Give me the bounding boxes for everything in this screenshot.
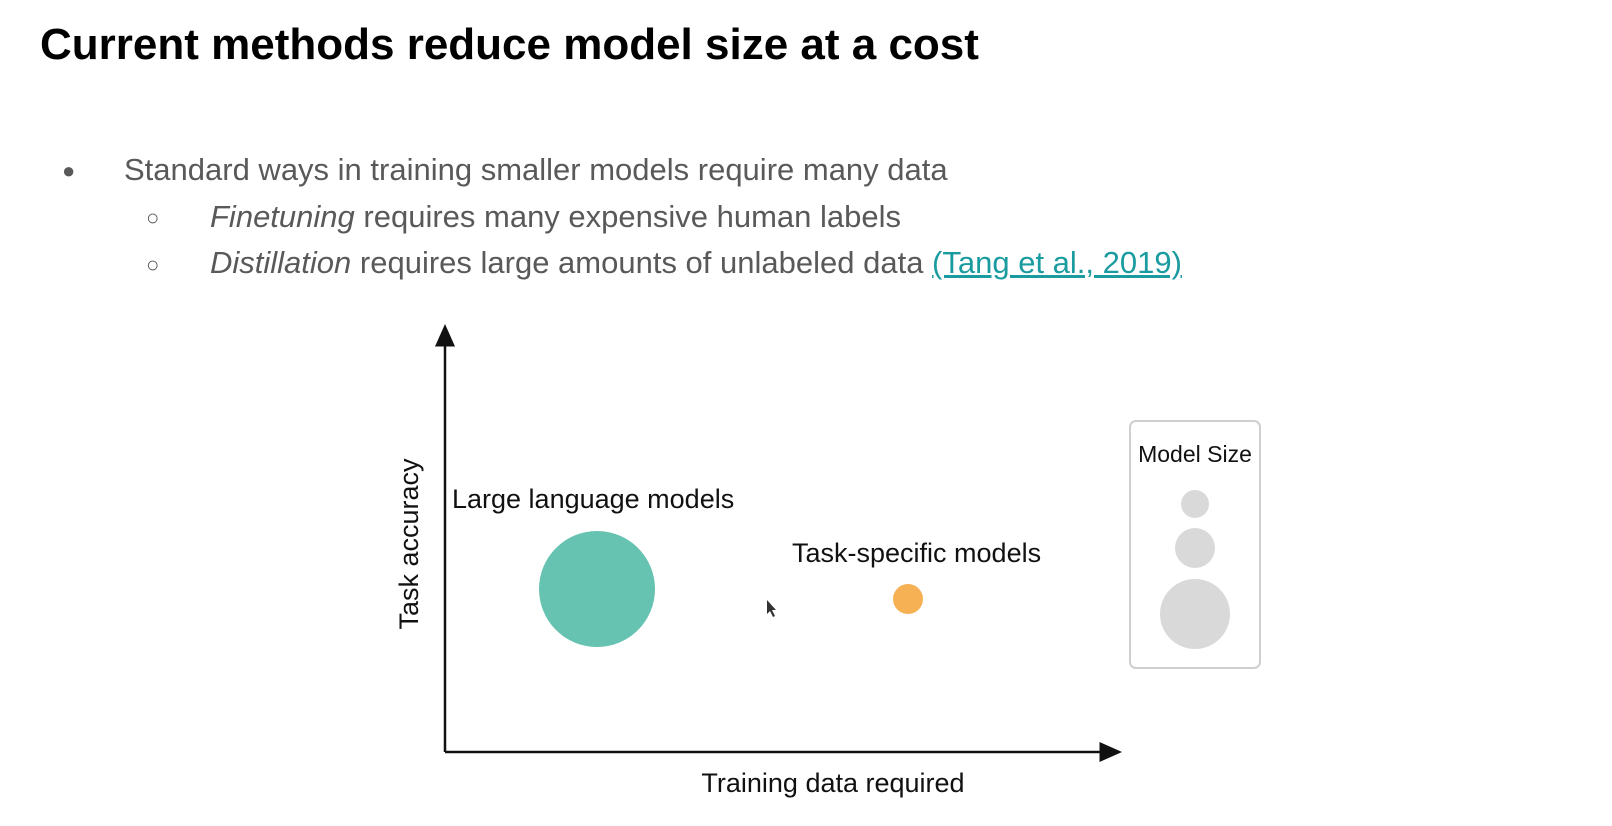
citation-link[interactable]: (Tang et al., 2019) [932,245,1182,280]
legend-title: Model Size [1138,441,1252,467]
tsm-bubble [893,584,923,614]
llm-bubble [539,531,655,647]
slide-title: Current methods reduce model size at a c… [40,20,979,69]
tsm-label: Task-specific models [792,538,1041,568]
bullet-filled-icon: ● [62,158,76,183]
legend-circle-small [1181,490,1209,518]
bullet-main: Standard ways in training smaller models… [124,152,948,187]
bullet-list: ● Standard ways in training smaller mode… [0,0,1612,300]
distillation-term: Distillation [210,245,352,280]
bullet-hollow-icon: ○ [146,252,160,277]
llm-label: Large language models [452,484,734,514]
finetuning-text: requires many expensive human labels [354,199,902,234]
distillation-text: requires large amounts of unlabeled data [351,245,933,280]
bullet-hollow-icon: ○ [146,205,160,230]
x-axis-label: Training data required [701,768,964,798]
model-size-legend: Model Size [1129,420,1261,669]
mouse-cursor-icon [767,600,776,617]
legend-circle-medium [1175,528,1215,568]
y-axis-label: Task accuracy [394,458,424,630]
finetuning-term: Finetuning [210,199,355,234]
bullet-distillation: Distillation requires large amounts of u… [210,245,1182,281]
bullet-finetuning: Finetuning requires many expensive human… [210,199,901,235]
legend-circle-large [1160,579,1230,649]
